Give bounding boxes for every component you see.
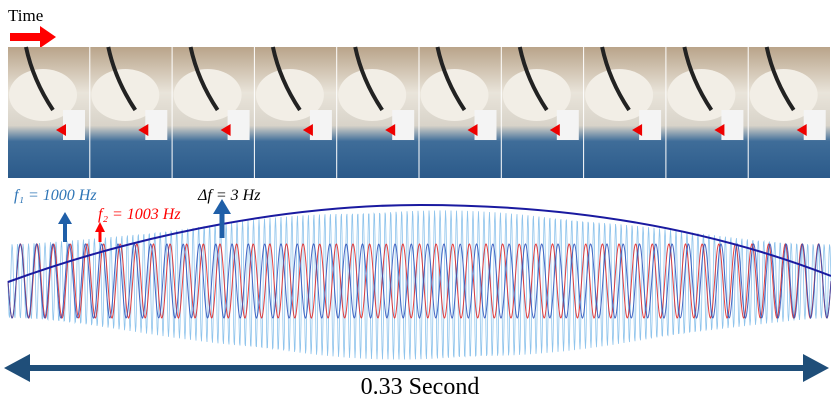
device (721, 110, 744, 140)
cable (764, 46, 796, 112)
pointer (714, 124, 725, 136)
duration-label: 0.33 Second (361, 374, 480, 400)
device (63, 110, 85, 140)
f1-signal (7, 243, 831, 319)
cable (24, 46, 55, 112)
pointer (138, 124, 149, 136)
cable (353, 46, 384, 112)
photo-strip (8, 46, 830, 178)
device (227, 110, 250, 140)
duration-head-left (4, 354, 30, 382)
f1-label: f₁ = 1000 Hz (14, 187, 97, 204)
cable (600, 46, 631, 112)
beat-signal (7, 210, 831, 360)
cable (106, 46, 137, 112)
device (474, 110, 497, 140)
device (309, 110, 332, 140)
device (145, 110, 168, 140)
pointer (385, 124, 396, 136)
time-label: Time (8, 6, 43, 25)
pointer (220, 124, 231, 136)
cable (517, 46, 549, 112)
f1-arrow-head (58, 212, 72, 224)
cable (435, 46, 467, 112)
device (639, 110, 662, 140)
cable (682, 46, 714, 112)
pointer (796, 124, 807, 136)
arrows (58, 199, 231, 242)
duration-head-right (803, 354, 829, 382)
pointer (56, 124, 66, 136)
waveform (7, 210, 831, 360)
beat-envelope (7, 203, 831, 283)
f2-signal (7, 243, 831, 319)
delta-label: Δf = 3 Hz (197, 187, 261, 204)
pointer (632, 124, 643, 136)
time-arrow (10, 26, 56, 48)
cable (188, 46, 220, 112)
pointer (467, 124, 478, 136)
device (803, 110, 826, 140)
pointer (302, 124, 313, 136)
device (392, 110, 415, 140)
delta-arrow-head (213, 199, 231, 214)
pointer (549, 124, 560, 136)
duration-arrow (4, 354, 829, 382)
f2-label: f₂ = 1003 Hz (98, 206, 181, 223)
device (556, 110, 579, 140)
cable (270, 46, 302, 112)
f2-arrow-head (95, 222, 105, 232)
